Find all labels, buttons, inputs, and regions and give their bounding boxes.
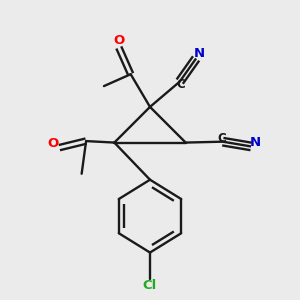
Text: O: O [48,137,59,150]
Text: C: C [217,132,226,145]
Text: Cl: Cl [143,279,157,292]
Text: O: O [113,34,124,46]
Text: C: C [177,77,186,91]
Text: N: N [250,136,261,149]
Text: N: N [194,47,205,61]
